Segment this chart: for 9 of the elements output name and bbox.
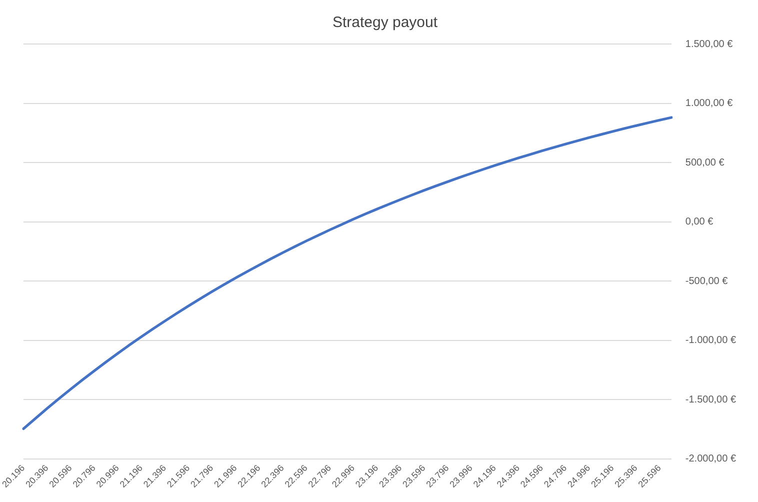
y-tick-label: -1.000,00 € <box>685 335 736 346</box>
y-tick-label: 500,00 € <box>685 157 725 168</box>
y-tick-label: 1.000,00 € <box>685 98 734 110</box>
y-tick-label: 0,00 € <box>685 216 714 228</box>
chart-title: Strategy payout <box>332 14 438 32</box>
y-tick-label: -1.500,00 € <box>685 394 736 406</box>
y-tick-label: -2.000,00 € <box>685 454 736 465</box>
y-tick-label: 1.500,00 € <box>685 38 734 50</box>
y-tick-label: -500,00 € <box>685 276 728 287</box>
